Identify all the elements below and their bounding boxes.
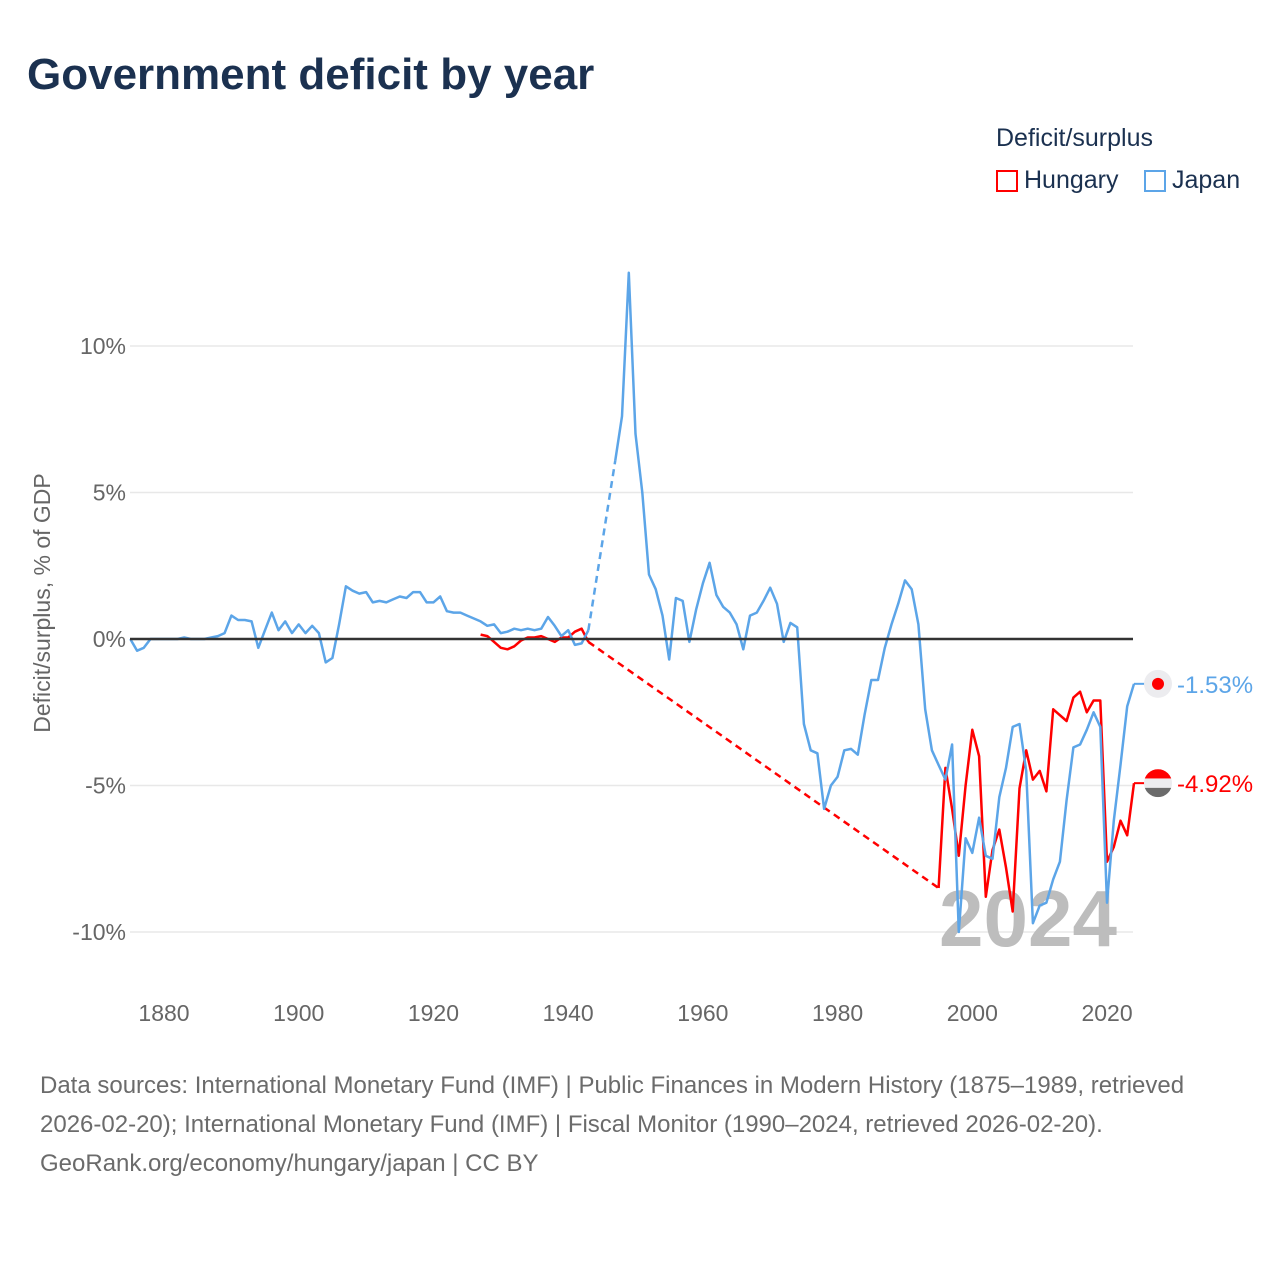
end-value-label: -4.92% <box>1177 771 1253 798</box>
series-gap-japan <box>587 460 617 631</box>
y-tick-label: 0% <box>93 626 126 652</box>
series-line-japan <box>129 585 590 664</box>
legend-title: Deficit/surplus <box>996 124 1153 152</box>
x-tick-label: 1880 <box>138 1000 189 1026</box>
x-tick-label: 1920 <box>408 1000 459 1026</box>
data-sources: Data sources: International Monetary Fun… <box>40 1072 1185 1138</box>
x-tick-label: 1940 <box>543 1000 594 1026</box>
y-tick-label: -5% <box>85 773 126 799</box>
end-value-label: -1.53% <box>1177 672 1253 699</box>
japan-flag-dot <box>1152 677 1164 690</box>
legend-label: Japan <box>1172 166 1241 194</box>
credit-link[interactable]: GeoRank.org/economy/hungary/japan | CC B… <box>40 1150 539 1177</box>
legend-swatch-hungary <box>996 169 1018 192</box>
series-gap-hungary <box>587 640 940 890</box>
x-tick-label: 2020 <box>1081 1000 1132 1026</box>
flag-stripe <box>1144 769 1172 779</box>
legend-swatch-japan <box>1144 169 1166 192</box>
x-tick-label: 2000 <box>947 1000 998 1026</box>
legend-item-hungary[interactable]: Hungary <box>996 166 1119 195</box>
x-tick-label: 1900 <box>273 1000 324 1026</box>
chart-title: Government deficit by year <box>27 50 595 99</box>
x-tick-label: 1960 <box>677 1000 728 1026</box>
flag-stripe <box>1144 787 1172 798</box>
year-watermark: 2024 <box>939 874 1117 963</box>
hungary-flag-icon <box>1144 769 1172 798</box>
y-axis-label: Deficit/surplus, % of GDP <box>29 473 55 732</box>
y-tick-label: 5% <box>93 480 126 506</box>
y-tick-label: -10% <box>72 919 126 945</box>
footer: Data sources: International Monetary Fun… <box>40 1066 1240 1183</box>
legend-item-japan[interactable]: Japan <box>1144 166 1240 195</box>
series-line-japan <box>614 271 1136 934</box>
y-tick-label: 10% <box>80 333 126 359</box>
legend-label: Hungary <box>1024 166 1119 194</box>
x-tick-label: 1980 <box>812 1000 863 1026</box>
flag-stripe <box>1144 778 1172 788</box>
